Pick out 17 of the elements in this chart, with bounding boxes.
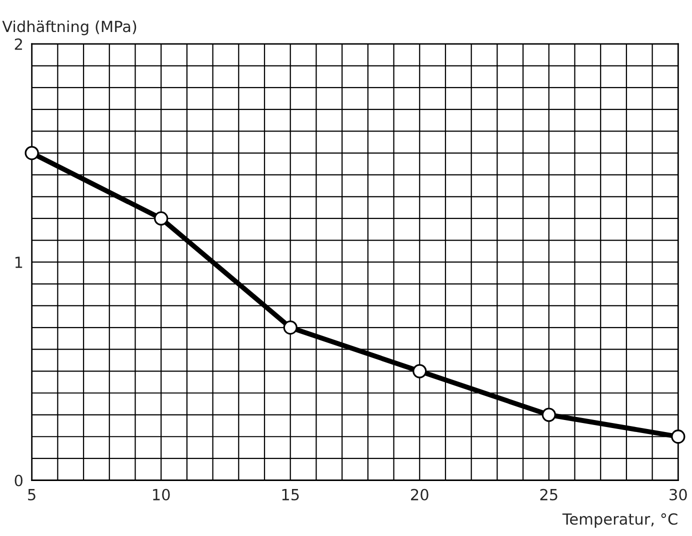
y-tick-label: 1 [15,256,22,268]
y-tick-label: 0 [14,474,22,486]
y-tick-label: 2 [14,38,22,50]
point [412,364,427,378]
x-axis-title: Temperatur, °C [562,513,678,528]
point [542,408,556,422]
x-tick-label: 25 [540,488,558,500]
x-tick-label: 15 [282,489,299,500]
y-axis-title: Vidhäftning (MPa) [2,20,136,36]
point [671,430,686,444]
x-tick-label: 10 [153,488,170,500]
point [24,146,39,160]
x-tick-label: 5 [28,489,36,500]
point [154,211,168,226]
x-tick-label: 20 [411,488,428,500]
point [283,320,298,335]
x-tick-label: 30 [670,488,687,500]
